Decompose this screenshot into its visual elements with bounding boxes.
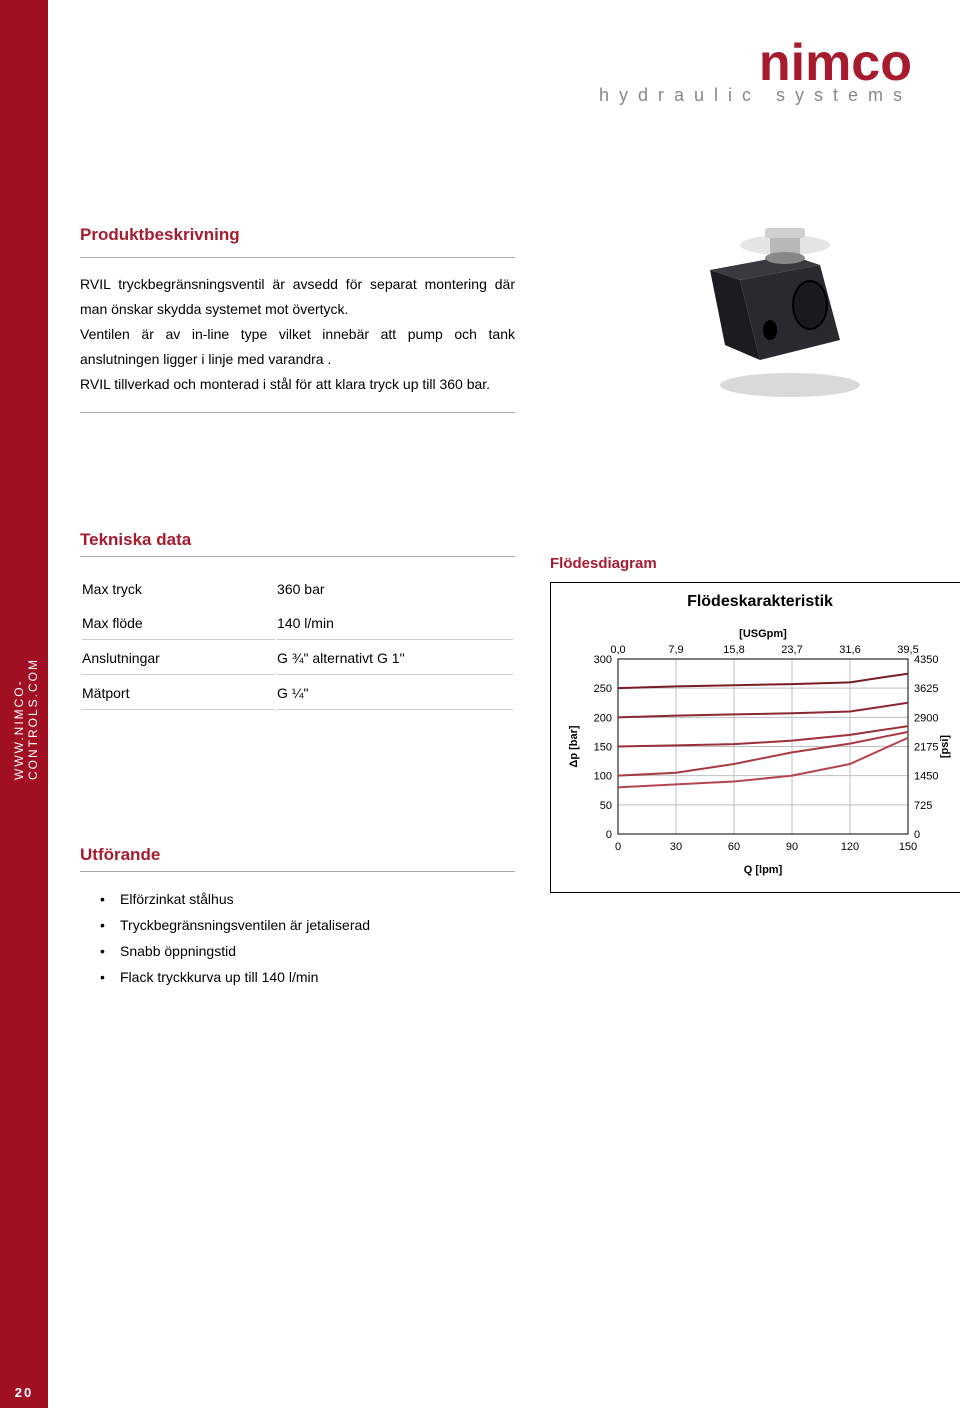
chart-section: Flödesdiagram Flödeskarakteristik 0 50 100… <box>550 555 960 893</box>
vertical-url: WWW.NIMCO-CONTROLS.COM <box>12 658 40 780</box>
tech-data-section: Tekniska data Max tryck360 bar Max flöde… <box>80 530 515 712</box>
execution-list: Elförzinkat stålhus Tryckbegränsningsven… <box>80 886 515 990</box>
svg-text:725: 725 <box>914 800 932 812</box>
chart-heading: Flödesdiagram <box>550 555 960 572</box>
svg-text:1450: 1450 <box>914 771 938 783</box>
description-section: Produktbeskrivning RVIL tryckbegränsning… <box>80 220 515 413</box>
description-p2: Ventilen är av in-line type vilket inneb… <box>80 322 515 372</box>
page-number: 20 <box>0 1385 48 1400</box>
logo-main: nimco <box>599 40 912 87</box>
svg-text:2175: 2175 <box>914 742 938 754</box>
svg-text:15,8: 15,8 <box>723 644 744 656</box>
execution-section: Utförande Elförzinkat stålhus Tryckbegrä… <box>80 845 515 990</box>
flow-chart: 0501001502002503000725145021752900362543… <box>563 619 958 879</box>
svg-text:23,7: 23,7 <box>781 644 802 656</box>
rule <box>80 257 515 258</box>
description-p1: RVIL tryckbegränsningsventil är avsedd f… <box>80 272 515 322</box>
left-sidebar: WWW.NIMCO-CONTROLS.COM 20 <box>0 0 48 1408</box>
tech-table: Max tryck360 bar Max flöde140 l/min Ansl… <box>80 571 515 712</box>
svg-text:[psi]: [psi] <box>939 735 951 759</box>
svg-text:50: 50 <box>600 800 612 812</box>
chart-box: Flödeskarakteristik 05010015020025030007… <box>550 582 960 893</box>
logo-sub: hydraulic systems <box>599 85 912 106</box>
chart-title: Flödeskarakteristik <box>563 593 957 611</box>
tech-value: 140 l/min <box>277 607 513 640</box>
svg-text:Q [lpm]: Q [lpm] <box>744 864 783 876</box>
svg-text:100: 100 <box>594 771 612 783</box>
table-row: Max tryck360 bar <box>82 573 513 605</box>
svg-text:300: 300 <box>594 654 612 666</box>
svg-text:60: 60 <box>728 841 740 853</box>
svg-text:0: 0 <box>914 829 920 841</box>
svg-text:2900: 2900 <box>914 712 938 724</box>
tech-value: G ¾" alternativt G 1'' <box>277 642 513 675</box>
description-p3: RVIL tillverkad och monterad i stål för … <box>80 372 515 397</box>
tech-label: Anslutningar <box>82 642 275 675</box>
list-item: Flack tryckkurva up till 140 l/min <box>80 964 515 990</box>
tech-label: Max tryck <box>82 573 275 605</box>
svg-text:200: 200 <box>594 712 612 724</box>
svg-text:0,0: 0,0 <box>610 644 625 656</box>
svg-text:120: 120 <box>841 841 859 853</box>
svg-text:150: 150 <box>594 742 612 754</box>
list-item: Snabb öppningstid <box>80 938 515 964</box>
table-row: Max flöde140 l/min <box>82 607 513 640</box>
svg-text:90: 90 <box>786 841 798 853</box>
product-image <box>680 210 880 410</box>
svg-text:0: 0 <box>606 829 612 841</box>
table-row: AnslutningarG ¾" alternativt G 1'' <box>82 642 513 675</box>
tech-value: 360 bar <box>277 573 513 605</box>
rule <box>80 871 515 872</box>
list-item: Tryckbegränsningsventilen är jetaliserad <box>80 912 515 938</box>
svg-text:Δp [bar]: Δp [bar] <box>568 725 580 767</box>
tech-value: G ¼" <box>277 677 513 710</box>
svg-text:250: 250 <box>594 683 612 695</box>
svg-text:30: 30 <box>670 841 682 853</box>
description-title: Produktbeskrivning <box>80 220 515 251</box>
tech-label: Max flöde <box>82 607 275 640</box>
rule <box>80 556 515 557</box>
svg-text:31,6: 31,6 <box>839 644 860 656</box>
svg-text:[USGpm]: [USGpm] <box>739 628 787 640</box>
svg-text:0: 0 <box>615 841 621 853</box>
svg-text:7,9: 7,9 <box>668 644 683 656</box>
rule <box>80 412 515 413</box>
table-row: MätportG ¼" <box>82 677 513 710</box>
svg-text:39,5: 39,5 <box>897 644 918 656</box>
svg-text:3625: 3625 <box>914 683 938 695</box>
execution-title: Utförande <box>80 845 515 865</box>
tech-label: Mätport <box>82 677 275 710</box>
logo: nimco hydraulic systems <box>599 40 912 106</box>
svg-text:150: 150 <box>899 841 917 853</box>
list-item: Elförzinkat stålhus <box>80 886 515 912</box>
tech-title: Tekniska data <box>80 530 515 550</box>
